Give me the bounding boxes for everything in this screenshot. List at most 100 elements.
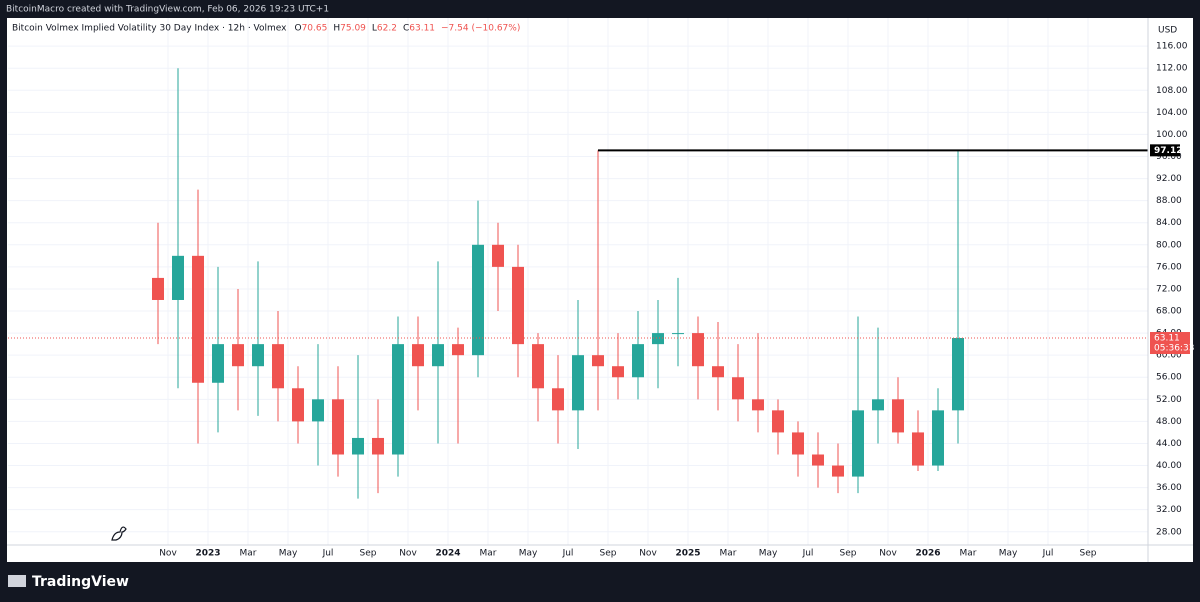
- dino-icon: [111, 526, 127, 541]
- candle-body: [372, 437, 384, 455]
- x-tick-label: 2025: [675, 549, 700, 559]
- legend-key: O: [294, 24, 301, 34]
- candle-body: [232, 344, 244, 367]
- legend-key: H: [333, 24, 340, 34]
- x-tick-label: Mar: [720, 549, 737, 559]
- x-tick-label: Nov: [399, 549, 417, 559]
- candle-body: [812, 454, 824, 466]
- x-tick-label: May: [999, 549, 1018, 559]
- y-tick-label: 100.00: [1156, 130, 1188, 140]
- candle-body: [772, 410, 784, 433]
- y-tick-label: 32.00: [1156, 505, 1182, 515]
- logo-icon: [8, 575, 26, 587]
- candle-body: [212, 344, 224, 383]
- candle-body: [192, 255, 204, 383]
- y-tick-label: 116.00: [1156, 42, 1188, 52]
- y-tick-label: 36.00: [1156, 483, 1182, 493]
- candles: [152, 68, 964, 499]
- y-tick-label: 76.00: [1156, 262, 1182, 272]
- y-tick-label: 80.00: [1156, 240, 1182, 250]
- x-tick-label: Jul: [322, 549, 334, 559]
- candle-body: [432, 344, 444, 367]
- x-tick-label: Mar: [960, 549, 977, 559]
- x-tick-label: Sep: [1080, 549, 1097, 559]
- legend-key: C: [403, 24, 409, 34]
- legend: Bitcoin Volmex Implied Volatility 30 Day…: [12, 24, 520, 34]
- candle-body: [692, 333, 704, 367]
- y-tick-label: 72.00: [1156, 284, 1182, 294]
- candle-body: [412, 344, 424, 367]
- candle-body: [512, 266, 524, 345]
- x-tick-label: May: [519, 549, 538, 559]
- y-tick-label: 88.00: [1156, 196, 1182, 206]
- candle-body: [612, 366, 624, 378]
- x-tick-label: Nov: [879, 549, 897, 559]
- last-price-label: 63.11: [1154, 334, 1180, 344]
- candle-body: [392, 344, 404, 455]
- candle-body: [932, 410, 944, 466]
- y-tick-label: 84.00: [1156, 218, 1182, 228]
- y-tick-label: 28.00: [1156, 527, 1182, 537]
- x-tick-label: Sep: [360, 549, 377, 559]
- x-tick-label: Jul: [802, 549, 814, 559]
- x-tick-label: May: [759, 549, 778, 559]
- candle-body: [872, 399, 884, 411]
- y-tick-label: 68.00: [1156, 307, 1182, 317]
- legend-value: 75.09: [340, 24, 366, 34]
- y-tick-label: 40.00: [1156, 461, 1182, 471]
- x-tick-label: Mar: [240, 549, 257, 559]
- x-tick-label: May: [279, 549, 298, 559]
- candle-body: [672, 333, 684, 335]
- candle-body: [472, 244, 484, 356]
- x-tick-label: 2026: [915, 549, 940, 559]
- candle-body: [172, 255, 184, 300]
- credit: BitcoinMacro created with TradingView.co…: [6, 5, 329, 15]
- hline-label: 97.12: [1154, 146, 1182, 156]
- y-tick-label: 56.00: [1156, 373, 1182, 383]
- candle-body: [492, 244, 504, 267]
- candle-body: [712, 366, 724, 378]
- x-tick-label: Mar: [480, 549, 497, 559]
- candle-body: [912, 432, 924, 466]
- x-tick-label: Nov: [159, 549, 177, 559]
- top-bar: [0, 0, 1200, 18]
- candle-body: [952, 338, 964, 411]
- x-tick-label: Sep: [600, 549, 617, 559]
- y-tick-label: 108.00: [1156, 86, 1188, 96]
- candle-body: [892, 399, 904, 433]
- legend-value: 62.2: [377, 24, 397, 34]
- candle-body: [792, 432, 804, 455]
- x-tick-label: 2024: [435, 549, 460, 559]
- x-tick-label: 2023: [195, 549, 220, 559]
- brand: TradingView: [32, 574, 129, 590]
- y-tick-label: 112.00: [1156, 64, 1188, 74]
- y-tick-label: 60.00: [1156, 351, 1182, 361]
- legend-value: 63.11: [409, 24, 435, 34]
- candle-body: [452, 344, 464, 356]
- countdown: 05:36:33: [1154, 344, 1194, 354]
- y-tick-label: 104.00: [1156, 108, 1188, 118]
- candle-body: [292, 388, 304, 422]
- y-tick-label: 52.00: [1156, 395, 1182, 405]
- candle-body: [632, 344, 644, 378]
- y-tick-label: 48.00: [1156, 417, 1182, 427]
- candle-body: [552, 388, 564, 411]
- candle-body: [832, 465, 844, 477]
- candle-body: [852, 410, 864, 477]
- currency: USD: [1158, 26, 1177, 36]
- legend-value: 70.65: [302, 24, 328, 34]
- candle-body: [592, 355, 604, 367]
- candle-body: [272, 344, 284, 389]
- candle-body: [732, 377, 744, 400]
- legend-title: Bitcoin Volmex Implied Volatility 30 Day…: [12, 24, 287, 34]
- last-price-bg: [1150, 332, 1190, 355]
- candle-body: [572, 355, 584, 411]
- candle-body: [652, 333, 664, 345]
- candle-body: [332, 399, 344, 455]
- hline-label-bg: [1150, 144, 1180, 157]
- x-tick-label: Jul: [1042, 549, 1054, 559]
- overlay: [8, 149, 1148, 339]
- legend-key: L: [372, 24, 377, 34]
